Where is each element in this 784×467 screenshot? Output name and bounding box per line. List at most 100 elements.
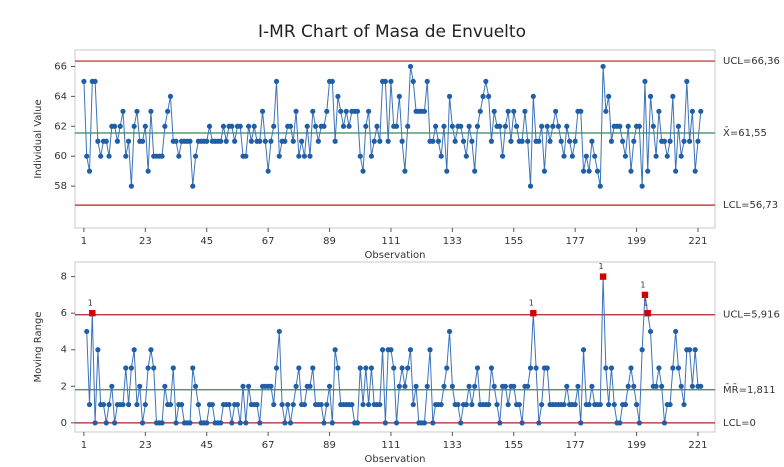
data-point	[544, 365, 550, 371]
data-point	[142, 123, 148, 129]
data-point	[636, 123, 642, 129]
data-point	[410, 401, 416, 408]
data-point	[338, 108, 344, 114]
data-point	[232, 138, 238, 144]
y-tick-label: 66	[54, 61, 67, 72]
data-point	[575, 383, 581, 389]
data-point	[106, 401, 112, 408]
data-point	[441, 383, 447, 389]
data-point	[366, 108, 372, 114]
data-point	[218, 138, 224, 144]
data-point	[251, 123, 257, 129]
data-point	[458, 420, 464, 426]
data-point	[407, 347, 414, 353]
data-point	[259, 108, 266, 114]
data-point	[192, 383, 199, 389]
data-point	[466, 383, 472, 389]
data-point	[628, 168, 634, 174]
x-axis-title: Observation	[365, 454, 426, 465]
data-point	[120, 108, 126, 114]
x-tick-label: 221	[688, 236, 707, 247]
data-point	[446, 93, 453, 99]
data-point	[335, 93, 341, 99]
data-point	[446, 328, 453, 335]
data-point	[527, 365, 534, 371]
data-point	[354, 108, 361, 114]
data-point	[159, 420, 165, 426]
data-point	[600, 63, 606, 70]
data-point	[695, 138, 701, 144]
data-point	[285, 401, 291, 408]
data-point	[385, 138, 391, 144]
flagged-point	[599, 273, 607, 280]
data-point	[675, 123, 682, 129]
x-tick-label: 89	[323, 236, 336, 247]
x-tick-label: 89	[323, 440, 336, 451]
y-tick-label: 2	[61, 381, 67, 392]
data-point	[346, 123, 352, 129]
data-point	[533, 365, 539, 371]
data-point	[580, 168, 587, 174]
data-point	[299, 138, 305, 144]
data-point	[290, 138, 296, 144]
data-point	[220, 123, 227, 129]
data-point	[335, 365, 341, 371]
data-point	[628, 365, 634, 371]
data-point	[363, 365, 369, 371]
data-point	[561, 401, 567, 408]
data-point	[307, 383, 313, 389]
data-point	[246, 383, 252, 389]
x-tick-label: 221	[688, 440, 707, 451]
data-point	[681, 401, 687, 408]
data-point	[639, 183, 645, 189]
limit-label: UCL=5,916	[723, 310, 780, 321]
data-point	[544, 123, 550, 129]
x-axis-title: Observation	[365, 250, 426, 261]
y-axis-title: Individual Value	[33, 99, 44, 178]
data-point	[689, 108, 695, 114]
data-point	[463, 153, 469, 159]
y-tick-label: 0	[61, 418, 67, 429]
data-point	[268, 138, 274, 144]
data-point	[371, 138, 377, 144]
data-point	[469, 138, 475, 144]
data-point	[399, 138, 405, 144]
data-point	[667, 401, 673, 408]
data-point	[374, 123, 380, 129]
x-tick-label: 155	[504, 236, 523, 247]
data-point	[463, 401, 469, 408]
data-point	[125, 401, 132, 408]
data-point	[659, 383, 665, 389]
data-point	[315, 138, 321, 144]
data-point	[564, 123, 570, 129]
data-point	[424, 78, 430, 85]
data-point	[435, 138, 442, 144]
data-point	[95, 347, 101, 353]
data-point	[125, 138, 132, 144]
data-point	[421, 420, 428, 426]
data-point	[689, 383, 695, 389]
data-point	[413, 383, 419, 389]
x-tick-label: 23	[139, 440, 152, 451]
data-point	[340, 123, 347, 129]
flag-label: 1	[599, 262, 604, 271]
data-point	[525, 383, 531, 389]
data-point	[237, 123, 243, 129]
data-point	[522, 108, 528, 114]
data-point	[276, 328, 282, 335]
data-point	[527, 183, 534, 189]
data-point	[491, 108, 497, 114]
y-tick-label: 8	[61, 272, 67, 283]
data-point	[572, 401, 578, 408]
data-point	[647, 93, 654, 99]
data-point	[608, 365, 615, 371]
data-point	[246, 123, 252, 129]
data-point	[578, 108, 584, 114]
data-point	[469, 401, 475, 408]
limit-label: X̄=61,55	[723, 126, 767, 139]
data-point	[678, 153, 684, 159]
data-point	[92, 78, 98, 85]
data-point	[148, 108, 154, 114]
plot-frame	[74, 261, 716, 433]
data-point	[508, 138, 514, 144]
